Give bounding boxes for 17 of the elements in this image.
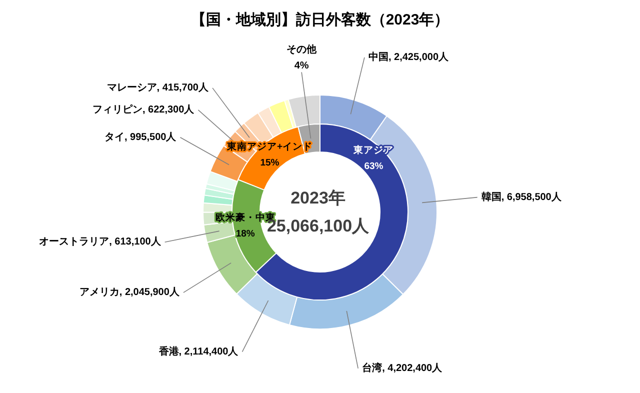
- slice-label: アメリカ, 2,045,900人: [79, 286, 180, 298]
- slice-label: 韓国, 6,958,500人: [481, 190, 562, 203]
- slice-label: オーストラリア, 613,100人: [39, 236, 162, 248]
- data-label: 15%: [260, 157, 280, 168]
- slice-label: タイ, 995,500人: [104, 130, 178, 143]
- data-label: 4%: [294, 60, 309, 72]
- slice-label: 東アジア: [352, 144, 394, 156]
- slice-label: 香港, 2,114,400人: [158, 345, 240, 358]
- chart-title: 【国・地域別】訪日外客数（2023年）: [190, 10, 450, 28]
- slice-label: マレーシア, 415,700人: [106, 81, 210, 94]
- slice-label: 中国, 2,425,000人: [368, 50, 450, 63]
- data-label: 18%: [236, 228, 256, 240]
- text: 2023年: [290, 188, 346, 208]
- slice-label: 台湾, 4,202,400人: [362, 362, 444, 374]
- slice-label: フィリピン, 622,300人: [92, 103, 196, 116]
- data-label: 63%: [364, 160, 384, 172]
- slice-label: その他: [286, 44, 318, 56]
